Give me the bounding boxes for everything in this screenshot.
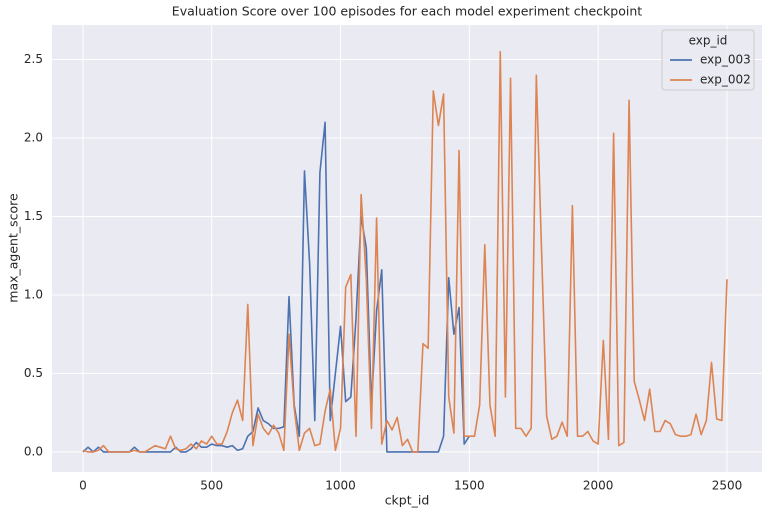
y-tick-label: 2.0 [24,131,43,145]
x-axis-label: ckpt_id [385,493,430,508]
x-tick-label: 1000 [325,479,356,493]
lines [82,50,728,453]
legend: exp_id exp_003 exp_002 [661,29,755,91]
legend-title: exp_id [689,34,728,48]
y-axis-label: max_agent_score [6,193,21,303]
legend-box [661,29,755,91]
x-tick-label: 0 [79,479,87,493]
y-tick-label: 1.5 [24,209,43,223]
chart-title: Evaluation Score over 100 episodes for e… [172,4,642,19]
y-tick-label: 2.5 [24,52,43,66]
y-tick-label: 0.0 [24,444,43,458]
y-tick-label: 1.0 [24,287,43,301]
legend-label: exp_003 [700,53,751,67]
x-tick-label: 1500 [454,479,485,493]
x-tick-label: 2500 [712,479,743,493]
series-line [82,50,728,453]
x-tick-label: 500 [200,479,223,493]
plot-area [52,25,762,472]
y-tick-label: 0.5 [24,366,43,380]
x-tick-label: 2000 [583,479,614,493]
legend-label: exp_002 [700,73,751,87]
